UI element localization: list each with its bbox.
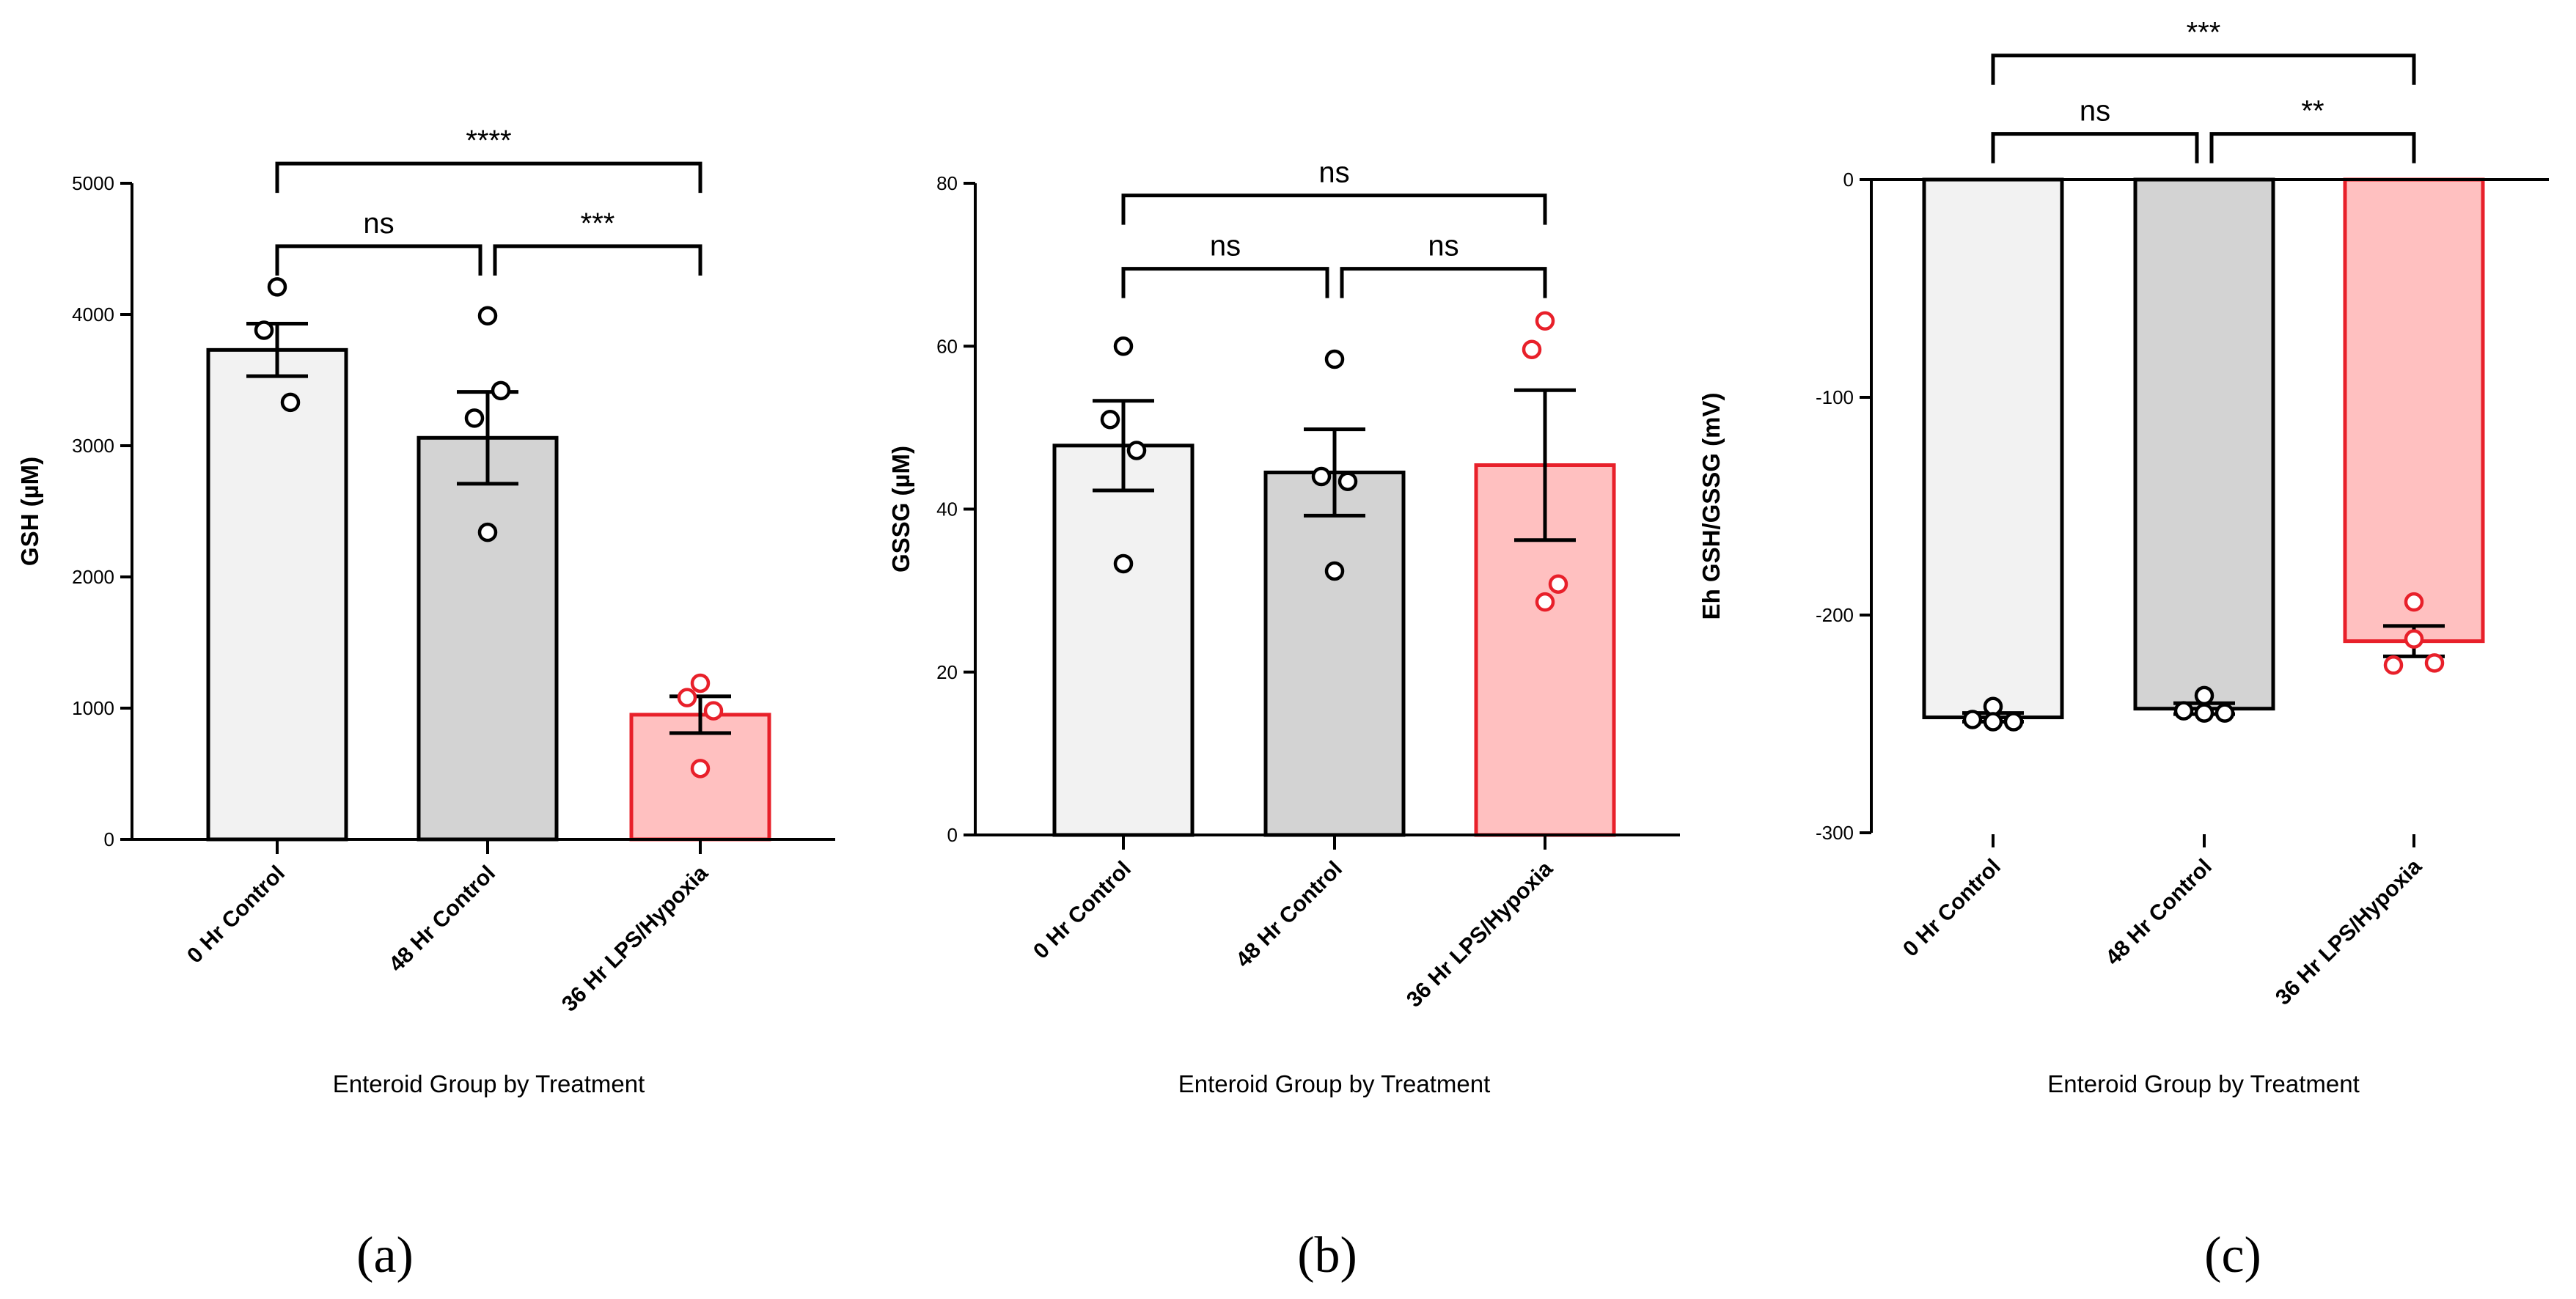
y-tick-label: 80 (936, 172, 958, 194)
significance-label: ** (2301, 95, 2324, 128)
significance-bracket (1340, 267, 1547, 298)
bar (1922, 177, 2064, 720)
data-point (2194, 685, 2214, 706)
data-point (1113, 553, 1134, 574)
data-point (280, 392, 301, 413)
y-tick-label: 4000 (72, 303, 114, 325)
y-tick-label: 2000 (72, 566, 114, 588)
data-point (491, 380, 511, 401)
panel-c: 0 -100 -200 -300 0 Hr Control 48 Hr Control 36… (1698, 17, 2549, 1284)
bar (2343, 177, 2485, 644)
significance-label: ns (1210, 230, 1241, 262)
significance-label: *** (581, 207, 615, 240)
significance-bracket (1121, 194, 1547, 225)
panel-label: (c) (2204, 1227, 2261, 1284)
y-tick-label: -300 (1816, 822, 1854, 844)
data-point (2173, 701, 2194, 721)
data-point (1522, 339, 1542, 359)
data-point (1983, 712, 2003, 732)
significance-label: ns (2080, 95, 2110, 128)
category-label: 48 Hr Control (1231, 857, 1347, 973)
significance-label: ns (1428, 230, 1458, 262)
data-point (1100, 410, 1120, 430)
significance-bracket (493, 244, 702, 276)
data-point (1324, 561, 1345, 581)
bar (1263, 470, 1406, 837)
x-axis-title: Enteroid Group by Treatment (1178, 1070, 1491, 1097)
x-axis-title: Enteroid Group by Treatment (2047, 1070, 2360, 1097)
data-point (1535, 311, 1555, 331)
significance-bracket (275, 161, 702, 194)
data-point (2194, 703, 2214, 723)
y-tick-label: 0 (1843, 169, 1854, 191)
category-label: 0 Hr Control (183, 861, 290, 968)
data-point (703, 701, 724, 721)
significance-bracket (1991, 132, 2199, 163)
data-point (254, 320, 274, 340)
panel-b: 0 20 40 60 80 0 Hr Control 48 Hr Control 36 Hr … (887, 157, 1680, 1284)
category-label: 36 Hr LPS/Hypoxia (557, 861, 713, 1016)
data-point (1535, 592, 1555, 612)
data-point (1337, 471, 1358, 491)
data-point (2424, 653, 2445, 673)
x-axis-title: Enteroid Group by Treatment (333, 1070, 645, 1097)
bar (1052, 444, 1195, 837)
significance-bracket (1121, 267, 1329, 298)
category-label: 36 Hr LPS/Hypoxia (2271, 854, 2426, 1009)
y-tick-label: 3000 (72, 435, 114, 457)
category-label: 36 Hr LPS/Hypoxia (1402, 856, 1557, 1012)
category-label: 48 Hr Control (2101, 855, 2217, 971)
data-point (690, 673, 711, 693)
y-tick-label: 0 (947, 824, 958, 846)
panel-label: (a) (356, 1227, 414, 1284)
y-tick-label: -100 (1816, 386, 1854, 408)
bar (2133, 177, 2275, 711)
y-tick-label: 0 (104, 828, 114, 850)
y-tick-label: 20 (936, 661, 958, 683)
bar (206, 347, 348, 842)
data-point (690, 759, 711, 779)
data-point (267, 277, 287, 297)
y-tick-label: 1000 (72, 697, 114, 719)
bar (417, 435, 559, 842)
y-tick-label: -200 (1816, 604, 1854, 626)
data-point (2214, 703, 2235, 723)
y-axis-title: Eh GSH/GSSG (mV) (1698, 393, 1725, 620)
y-tick-label: 40 (936, 498, 958, 520)
category-label: 0 Hr Control (1029, 857, 1136, 964)
data-point (2383, 655, 2404, 675)
y-axis-title: GSH (µM) (16, 457, 43, 566)
data-point (1126, 441, 1147, 460)
data-point (1548, 574, 1568, 594)
data-point (1113, 336, 1134, 356)
data-point (477, 522, 498, 542)
y-tick-label: 60 (936, 335, 958, 357)
significance-label: ns (363, 207, 394, 240)
data-point (1311, 466, 1332, 487)
data-point (2404, 629, 2424, 649)
significance-label: *** (2187, 17, 2221, 49)
data-point (1324, 349, 1345, 369)
data-point (2003, 712, 2024, 732)
data-point (2404, 592, 2424, 612)
y-axis-title: GSSG (µM) (887, 446, 914, 573)
panel-label: (b) (1297, 1227, 1357, 1284)
data-point (1962, 710, 1983, 729)
data-point (677, 688, 697, 707)
significance-label: ns (1318, 157, 1349, 189)
significance-bracket (275, 244, 482, 276)
category-label: 0 Hr Control (1898, 855, 2006, 962)
data-point (464, 408, 485, 428)
significance-label: **** (466, 125, 511, 157)
significance-bracket (2209, 132, 2416, 163)
y-tick-label: 5000 (72, 172, 114, 194)
significance-bracket (1991, 54, 2416, 85)
category-label: 48 Hr Control (384, 861, 500, 977)
panel-a: 0 1000 2000 3000 4000 5000 0 Hr Control 48 Hr C… (16, 125, 835, 1284)
data-point (477, 306, 498, 326)
